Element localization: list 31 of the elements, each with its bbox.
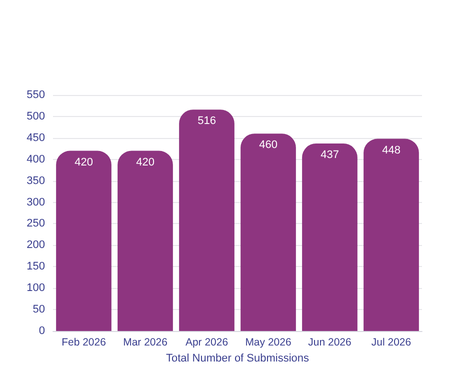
x-tick-label: Mar 2026 bbox=[123, 336, 168, 348]
y-tick-label: 250 bbox=[26, 218, 45, 230]
bar bbox=[240, 134, 296, 331]
y-tick-label: 500 bbox=[26, 110, 45, 122]
data-label: 420 bbox=[74, 156, 93, 168]
y-tick-label: 200 bbox=[26, 239, 45, 252]
x-axis-title: Total Number of Submissions bbox=[166, 352, 310, 364]
x-tick-label: Jul 2026 bbox=[371, 336, 412, 348]
y-tick-label: 150 bbox=[26, 260, 45, 273]
y-tick-label: 100 bbox=[26, 282, 45, 294]
y-tick-label: 350 bbox=[26, 174, 45, 187]
bar bbox=[56, 150, 112, 331]
x-tick-label: May 2026 bbox=[245, 336, 292, 348]
bar bbox=[364, 138, 419, 331]
y-tick-label: 450 bbox=[26, 132, 45, 144]
y-tick-label: 400 bbox=[26, 153, 45, 166]
x-tick-label: Feb 2026 bbox=[62, 336, 106, 348]
data-label: 437 bbox=[320, 148, 339, 161]
data-label: 460 bbox=[259, 139, 278, 152]
bar bbox=[302, 143, 358, 331]
data-label: 448 bbox=[382, 144, 400, 156]
x-tick-label: Apr 2026 bbox=[185, 336, 228, 348]
data-label: 516 bbox=[198, 115, 216, 128]
bar bbox=[179, 110, 234, 331]
bar bbox=[118, 150, 173, 331]
y-tick-label: 550 bbox=[26, 89, 45, 101]
y-tick-label: 0 bbox=[38, 325, 45, 337]
y-tick-label: 300 bbox=[26, 196, 45, 208]
y-tick-label: 50 bbox=[32, 304, 45, 316]
data-label: 420 bbox=[136, 156, 154, 168]
x-tick-label: Jun 2026 bbox=[308, 336, 352, 348]
